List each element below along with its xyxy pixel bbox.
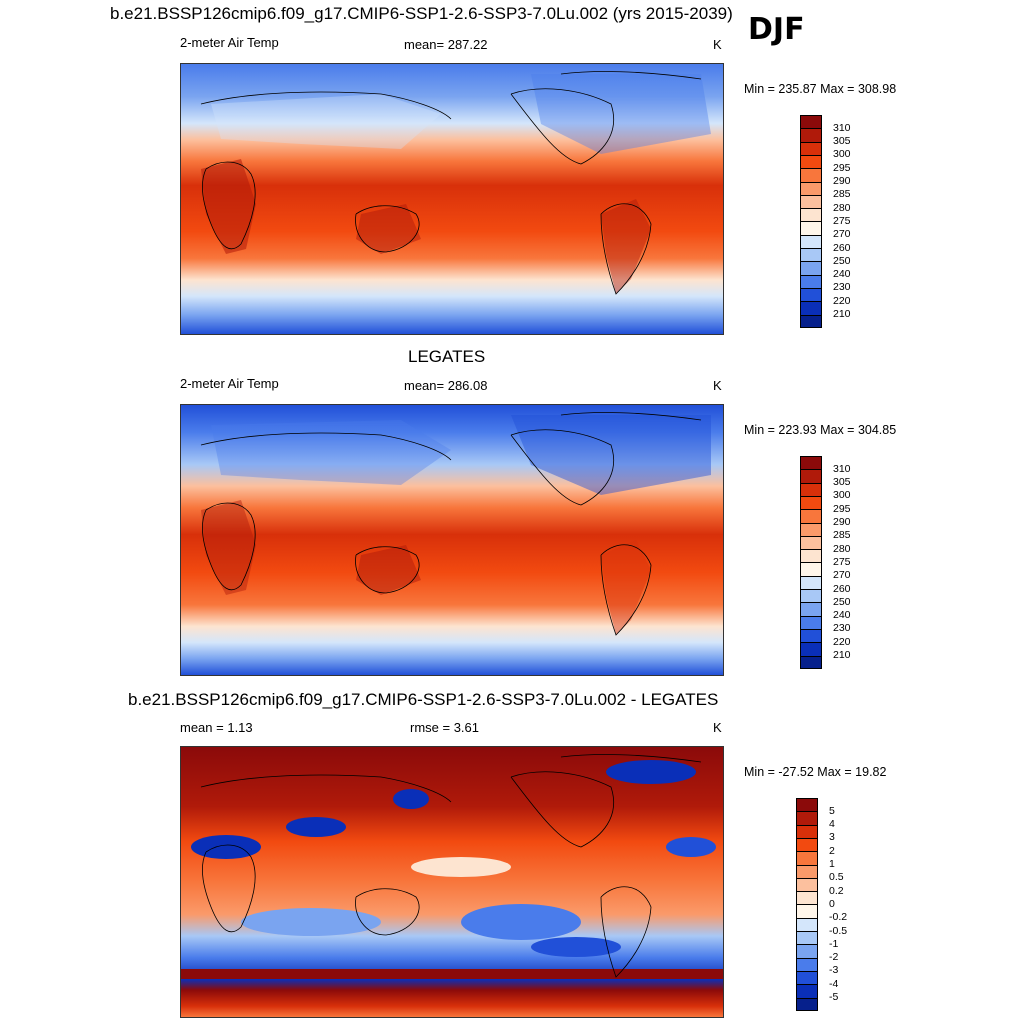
panel2-title: LEGATES: [408, 347, 486, 366]
colorbar-tick-label: 4: [829, 818, 835, 831]
colorbar-tick-label: 0.2: [829, 884, 844, 897]
colorbar-tick-label: 220: [833, 294, 851, 307]
panel3-mean-label: mean = 1.13: [180, 720, 253, 735]
colorbar-tick-label: -5: [829, 991, 839, 1003]
colorbar-tick-label: 300: [833, 148, 851, 161]
colorbar-tick-label: 285: [833, 529, 851, 542]
panel2-variable-label: 2-meter Air Temp: [180, 376, 279, 391]
colorbar-tick-label: 240: [833, 268, 851, 281]
colorbar-tick-label: 3: [829, 831, 835, 844]
panel3-title: b.e21.BSSP126cmip6.f09_g17.CMIP6-SSP1-2.…: [128, 690, 719, 709]
colorbar-tick-label: 270: [833, 569, 851, 582]
colorbar-tick-label: 310: [833, 121, 851, 134]
colorbar-tick-label: 300: [833, 489, 851, 502]
colorbar-tick-label: 0: [829, 897, 835, 910]
colorbar-tick-label: 260: [833, 582, 851, 595]
colorbar-tick-label: 305: [833, 135, 851, 148]
panel3-difference-map: [180, 746, 724, 1018]
colorbar-tick-label: 305: [833, 476, 851, 489]
colorbar-tick-label: 260: [833, 241, 851, 254]
colorbar-tick-label: 310: [833, 462, 851, 475]
colorbar-tick-label: 275: [833, 214, 851, 227]
panel2-units: K: [713, 378, 722, 393]
colorbar-tick-label: 250: [833, 595, 851, 608]
panel1-minmax: Min = 235.87 Max = 308.98: [744, 82, 897, 96]
colorbar-tick-label: 1: [829, 858, 835, 870]
colorbar-tick-label: 210: [833, 649, 851, 661]
colorbar-tick-label: 210: [833, 308, 851, 320]
panel1-units: K: [713, 37, 722, 52]
panel3-minmax: Min = -27.52 Max = 19.82: [744, 765, 887, 779]
colorbar-tick-label: 220: [833, 635, 851, 648]
panel1-variable-label: 2-meter Air Temp: [180, 35, 279, 50]
colorbar-tick-label: 240: [833, 609, 851, 622]
colorbar-tick-label: -3: [829, 964, 839, 977]
colorbar-tick-label: 285: [833, 188, 851, 201]
panel3-rmse-label: rmse = 3.61: [410, 720, 480, 735]
colorbar-tick-label: 280: [833, 201, 851, 214]
colorbar-tick-label: 0.5: [829, 871, 844, 884]
colorbar-tick-label: 250: [833, 254, 851, 267]
colorbar-tick-label: 230: [833, 622, 851, 635]
panel1-mean-label: mean= 287.22: [404, 37, 488, 52]
panel1-temperature-map: [180, 63, 724, 335]
colorbar-tick-label: 295: [833, 161, 851, 174]
colorbar-tick-label: 295: [833, 502, 851, 515]
season-label: DJF: [748, 12, 805, 47]
colorbar-tick-label: -1: [829, 937, 839, 950]
colorbar-tick-label: 230: [833, 281, 851, 294]
colorbar-tick-label: -2: [829, 951, 839, 964]
panel2-temperature-map: [180, 404, 724, 676]
panel2-minmax: Min = 223.93 Max = 304.85: [744, 423, 897, 437]
panel1-title: b.e21.BSSP126cmip6.f09_g17.CMIP6-SSP1-2.…: [110, 4, 733, 23]
colorbar-tick-label: 275: [833, 555, 851, 568]
colorbar-tick-label: -0.5: [829, 924, 848, 937]
colorbar-tick-label: 290: [833, 175, 851, 187]
colorbar-tick-label: -4: [829, 977, 839, 990]
colorbar-tick-label: 280: [833, 542, 851, 555]
panel2-mean-label: mean= 286.08: [404, 378, 488, 393]
colorbar-tick-label: -0.2: [829, 911, 848, 924]
colorbar-tick-label: 290: [833, 516, 851, 528]
panel3-units: K: [713, 720, 722, 735]
colorbar-tick-label: 2: [829, 844, 835, 857]
colorbar-tick-label: 270: [833, 228, 851, 241]
colorbar-tick-label: 5: [829, 804, 835, 817]
